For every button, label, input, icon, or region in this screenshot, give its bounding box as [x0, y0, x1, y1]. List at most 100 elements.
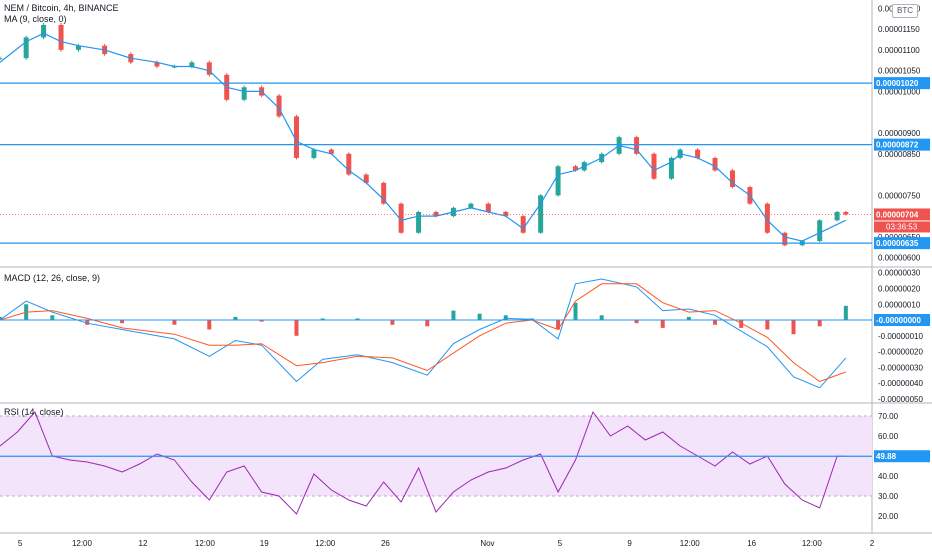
rsi-tick-label: 40.00 — [878, 472, 899, 481]
price-candle-body — [782, 232, 788, 246]
macd-histogram-bar — [390, 320, 395, 325]
price-candle-body — [0, 58, 3, 60]
price-candle-body — [23, 37, 29, 59]
macd-histogram-bar — [355, 318, 360, 321]
macd-histogram-bar — [477, 313, 482, 321]
price-candle-body — [651, 153, 657, 179]
macd-histogram-bar — [713, 320, 718, 325]
macd-tick-label: -0.00000050 — [878, 395, 923, 404]
price-countdown: 03:36:53 — [886, 222, 918, 231]
macd-histogram-bar — [817, 320, 822, 327]
time-tick-label: 12:00 — [72, 539, 93, 548]
time-tick-label: 2 — [870, 539, 875, 548]
hline-label-bg — [874, 138, 930, 151]
time-tick-label: 5 — [18, 539, 23, 548]
macd-histogram-bar — [739, 320, 744, 328]
macd-line — [0, 278, 847, 389]
macd-histogram-bar — [573, 302, 578, 321]
price-candle-body — [311, 149, 317, 158]
hline-label: 0.00000872 — [876, 141, 919, 150]
macd-tick-label: -0.00000040 — [878, 379, 923, 388]
price-tick-label: 0.00001150 — [878, 25, 920, 34]
price-candle-body — [503, 211, 509, 217]
last-price-label-bg — [874, 208, 930, 221]
macd-histogram-bar — [843, 305, 848, 321]
rsi-legend: RSI (14, close) — [4, 407, 64, 417]
price-tick-label: 0.00001050 — [878, 67, 921, 76]
macd-histogram-bar — [599, 315, 604, 321]
time-tick-label: 12 — [139, 539, 148, 548]
time-tick-label: 9 — [627, 539, 632, 548]
macd-histogram-bar — [765, 320, 770, 330]
price-tick-label: 0.00000900 — [878, 129, 921, 138]
macd-histogram-bar — [120, 320, 125, 324]
macd-zero-label-bg — [874, 314, 930, 327]
macd-histogram-bar — [425, 320, 430, 327]
macd-histogram-bar — [233, 316, 238, 321]
macd-histogram-bar — [320, 318, 325, 321]
rsi-level-label: 49.88 — [876, 452, 897, 461]
macd-histogram-bar — [172, 320, 177, 325]
price-candle-body — [634, 137, 640, 154]
price-tick-label: 0.00001100 — [878, 46, 920, 55]
macd-histogram-bar — [686, 316, 691, 321]
time-tick-label: 12:00 — [195, 539, 216, 548]
macd-tick-label: -0.00000020 — [878, 348, 923, 357]
currency-button[interactable]: BTC — [892, 4, 918, 18]
price-candle-body — [381, 182, 387, 204]
price-tick-label: 0.00001000 — [878, 87, 921, 96]
price-candle-body — [468, 203, 474, 208]
price-candle-body — [398, 203, 404, 233]
hline-label: 0.00001020 — [876, 79, 919, 88]
rsi-line — [0, 410, 846, 515]
macd-histogram-bar — [791, 320, 796, 335]
macd-histogram-bar — [0, 316, 2, 321]
ma-legend: MA (9, close, 0) — [4, 14, 67, 24]
price-candle-body — [293, 116, 299, 158]
price-candle-body — [817, 220, 823, 242]
price-candle-body — [729, 170, 735, 188]
countdown-bg — [874, 221, 930, 233]
price-candle-body — [668, 157, 674, 179]
price-candle-body — [41, 24, 47, 38]
time-tick-label: 12:00 — [680, 539, 701, 548]
rsi-tick-label: 70.00 — [878, 412, 899, 421]
hline-label: 0.00000635 — [876, 239, 919, 248]
macd-legend: MACD (12, 26, close, 9) — [4, 273, 100, 283]
rsi-level-label-bg — [874, 450, 930, 463]
rsi-tick-label: 60.00 — [878, 432, 899, 441]
price-candle-body — [834, 211, 840, 221]
price-candle-body — [555, 166, 561, 196]
hline-label-bg — [874, 77, 930, 90]
macd-tick-label: 0.00000020 — [878, 284, 921, 293]
macd-histogram-bar — [634, 320, 639, 324]
time-tick-label: 12:00 — [315, 539, 336, 548]
macd-histogram-bar — [85, 320, 90, 325]
macd-tick-label: -0.00000030 — [878, 363, 923, 372]
ma-indicator-label: MA (9, close, 0) — [4, 14, 67, 24]
time-tick-label: Nov — [480, 539, 494, 548]
symbol-title: NEM / Bitcoin, 4h, BINANCE — [4, 3, 119, 13]
macd-tick-label: -0.00000010 — [878, 332, 923, 341]
rsi-tick-label: 30.00 — [878, 492, 899, 501]
time-tick-label: 5 — [558, 539, 563, 548]
macd-tick-label: 0.00000030 — [878, 269, 921, 278]
rsi-tick-label: 20.00 — [878, 512, 899, 521]
price-candle-body — [712, 157, 718, 171]
macd-histogram-bar — [451, 310, 456, 321]
time-tick-label: 26 — [381, 539, 390, 548]
price-candle-body — [75, 45, 81, 50]
macd-histogram-bar — [294, 320, 299, 336]
price-candle-body — [189, 62, 195, 67]
price-candle-body — [328, 149, 334, 154]
last-price-label: 0.00000704 — [876, 210, 919, 219]
macd-indicator-label: MACD (12, 26, close, 9) — [4, 273, 101, 283]
price-candle-body — [485, 203, 491, 212]
price-candle-body — [276, 95, 282, 117]
price-candle-body — [363, 174, 369, 183]
time-tick-label: 16 — [747, 539, 756, 548]
symbol-legend: NEM / Bitcoin, 4h, BINANCE — [4, 3, 119, 13]
price-candle-body — [538, 195, 544, 233]
time-tick-label: 19 — [260, 539, 269, 548]
